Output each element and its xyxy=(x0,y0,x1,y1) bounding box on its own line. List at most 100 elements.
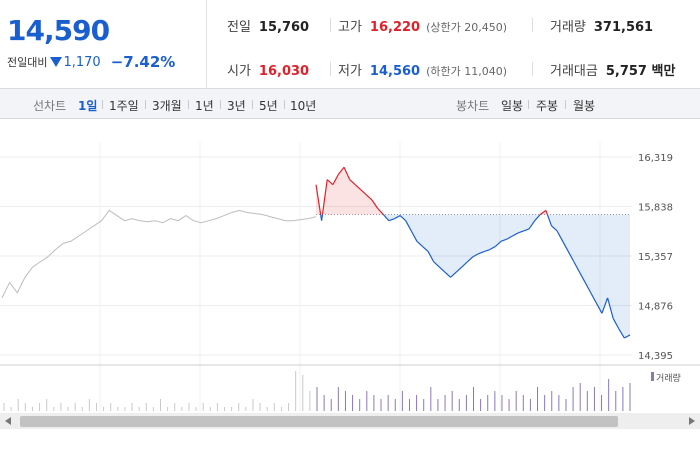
open-label: 시가 xyxy=(227,64,251,79)
price-line-segment xyxy=(321,179,328,215)
low-label: 저가 xyxy=(338,64,362,79)
area-fill xyxy=(568,214,574,262)
area-fill xyxy=(360,189,367,215)
price-line-segment xyxy=(551,225,558,232)
price-line-segment xyxy=(377,207,384,215)
area-fill xyxy=(585,214,591,293)
lower-limit: (하한가 11,040) xyxy=(426,65,508,78)
area-fill xyxy=(523,214,530,231)
area-fill xyxy=(355,184,361,215)
divider xyxy=(188,100,189,109)
line-chart-label: 선차트 xyxy=(33,99,67,113)
candle-monthly[interactable]: 월봉 xyxy=(573,99,596,113)
volume-legend-swatch xyxy=(651,372,654,381)
area-fill xyxy=(416,214,423,247)
amount-value: 5,757 백만 xyxy=(605,64,676,79)
open-value: 16,030 xyxy=(258,64,310,79)
price-line-segment xyxy=(388,218,395,222)
price-line-segment xyxy=(584,282,592,294)
divider xyxy=(145,100,146,109)
period-1week[interactable]: 1주일 xyxy=(109,99,139,113)
price-line-segment xyxy=(399,215,407,222)
price-line-segment xyxy=(546,214,553,227)
divider xyxy=(528,100,529,109)
area-fill xyxy=(456,214,462,273)
y-tick-label: 15,357 xyxy=(638,252,673,263)
price-line-segment xyxy=(444,271,451,278)
price-line-segment xyxy=(321,214,324,221)
area-fill xyxy=(484,214,490,252)
area-fill xyxy=(489,214,496,250)
price-line-segment xyxy=(539,209,547,216)
upper-limit: (상한가 20,450) xyxy=(426,21,508,34)
scroll-left-icon[interactable] xyxy=(5,417,11,425)
area-fill xyxy=(467,214,473,262)
price-line-segment xyxy=(562,240,569,252)
area-fill xyxy=(422,214,429,252)
area-fill xyxy=(512,214,518,237)
candle-daily[interactable]: 일봉 xyxy=(501,99,524,113)
price-line-segment xyxy=(343,166,351,180)
price-line-segment xyxy=(573,261,581,273)
scroll-right-icon[interactable] xyxy=(689,417,695,425)
period-3year[interactable]: 3년 xyxy=(227,99,246,113)
area-fill xyxy=(517,214,524,234)
area-fill xyxy=(332,174,339,215)
price-line-segment xyxy=(612,318,620,330)
period-1year[interactable]: 1년 xyxy=(195,99,214,113)
candle-weekly[interactable]: 주봉 xyxy=(536,99,559,113)
price-line-segment xyxy=(534,214,541,222)
trade-amount: 거래대금 5,757 백만 xyxy=(550,60,675,79)
volume-label: 거래량 xyxy=(550,20,586,35)
previous-session-line xyxy=(1,209,317,299)
area-fill xyxy=(573,214,580,273)
scrollbar-thumb[interactable] xyxy=(20,416,618,427)
price-line-segment xyxy=(422,245,429,253)
high-price: 고가 16,220 (상한가 20,450) xyxy=(338,16,507,35)
divider xyxy=(102,100,103,109)
chart-grid xyxy=(0,142,632,412)
price-line-segment xyxy=(405,220,412,232)
price-line-segment xyxy=(326,179,334,186)
price-line-segment xyxy=(624,334,631,339)
prev-close-value: 15,760 xyxy=(258,20,310,35)
price-line-segment xyxy=(484,248,491,253)
price-line-segment xyxy=(382,214,390,222)
volume: 거래량 371,561 xyxy=(550,16,653,35)
change-label: 전일대비 xyxy=(7,56,48,69)
area-fill xyxy=(439,214,445,273)
divider xyxy=(532,62,533,76)
area-fill xyxy=(478,214,485,254)
chart-toolbar: 선차트 1일 1주일 3개월 1년 3년 5년 10년 봉차트 일봉 주봉 월봉 xyxy=(0,89,700,119)
y-axis: 16,319 15,838 15,357 14,876 14,395 xyxy=(638,153,673,362)
scrollbar[interactable] xyxy=(0,413,700,429)
period-10year[interactable]: 10년 xyxy=(290,99,317,113)
area-fill xyxy=(624,214,630,339)
period-5year[interactable]: 5년 xyxy=(259,99,278,113)
price-line-segment xyxy=(371,199,379,209)
area-fill xyxy=(344,167,350,215)
price-line-segment xyxy=(511,232,519,237)
area-fill xyxy=(601,214,608,314)
price-line-segment xyxy=(427,251,435,263)
period-3month[interactable]: 3개월 xyxy=(152,99,182,113)
area-fill xyxy=(366,194,373,215)
volume-value: 371,561 xyxy=(593,20,654,35)
candle-chart-label: 봉차트 xyxy=(456,99,490,113)
y-tick-label: 15,838 xyxy=(638,203,673,214)
open-price: 시가 16,030 xyxy=(227,60,309,79)
price-line-segment xyxy=(360,189,367,196)
period-1day[interactable]: 1일 xyxy=(78,99,98,113)
price-line-segment xyxy=(567,251,575,263)
volume-bars xyxy=(3,371,631,411)
area-fill xyxy=(433,214,440,268)
price-line-segment xyxy=(461,261,468,268)
high-value: 16,220 xyxy=(369,20,421,35)
change-row: 전일대비 1,170 −7.42% xyxy=(7,53,175,71)
area-fill xyxy=(506,214,513,240)
price-line-segment xyxy=(349,179,356,186)
low-price: 저가 14,560 (하한가 11,040) xyxy=(338,60,507,79)
area-fill xyxy=(501,214,507,242)
area-fill xyxy=(349,179,356,215)
area-fill xyxy=(461,214,468,268)
